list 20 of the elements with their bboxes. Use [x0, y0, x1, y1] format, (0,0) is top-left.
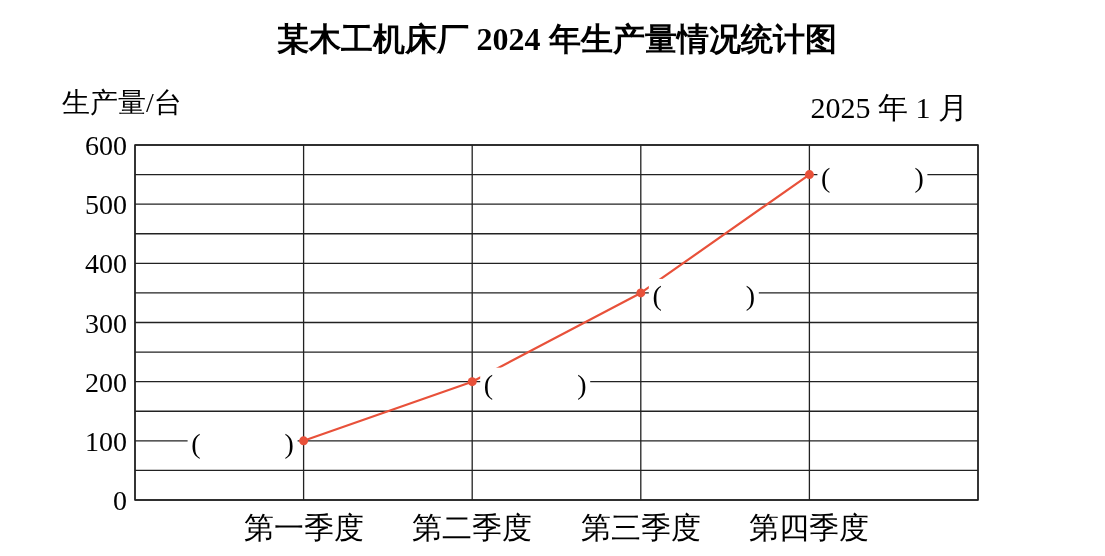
x-tick-label: 第四季度 [749, 511, 870, 544]
chart-title: 某木工机床厂 2024 年生产量情况统计图 [276, 21, 837, 57]
point [636, 288, 646, 298]
y-tick-label: 400 [85, 248, 127, 280]
y-axis-title: 生产量/台 [62, 87, 182, 118]
point [804, 170, 814, 180]
annotation: ( ) [648, 278, 759, 311]
y-tick-label: 600 [85, 130, 127, 161]
text: 2025 年 1 月 [810, 91, 968, 124]
annotation: ( ) [480, 367, 591, 400]
y-tick-label: 300 [85, 307, 127, 339]
x-tick-label: 第一季度 [243, 511, 364, 544]
y-tick-label: 200 [85, 366, 127, 398]
y-tick-label: 500 [85, 189, 127, 221]
x-tick-label: 第二季度 [412, 511, 533, 544]
point [299, 436, 309, 446]
point [467, 377, 477, 387]
y-tick-label: 0 [113, 485, 127, 516]
y-tick-label: 100 [85, 425, 127, 457]
x-tick-label: 第三季度 [580, 511, 701, 544]
